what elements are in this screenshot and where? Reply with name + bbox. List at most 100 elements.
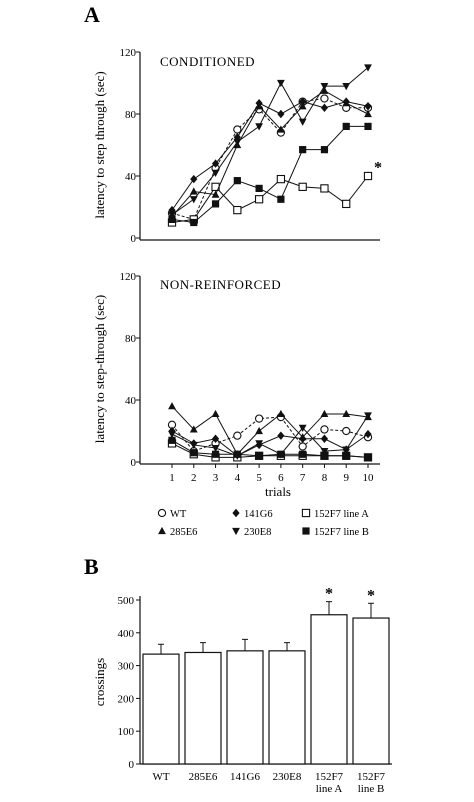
y-tick-label: 80 <box>125 333 137 345</box>
x-tick-label: line A <box>316 783 343 795</box>
data-point <box>277 431 285 440</box>
legend-marker <box>157 508 167 518</box>
data-point <box>276 409 285 418</box>
bar-152f7-line-b <box>352 617 390 765</box>
data-point <box>255 184 263 192</box>
chart-title: CONDITIONED <box>160 54 255 69</box>
y-tick-label: 0 <box>131 233 137 245</box>
y-tick-label: 40 <box>125 171 137 183</box>
legend-marker <box>158 526 166 535</box>
data-point <box>320 425 329 434</box>
data-point <box>298 182 307 191</box>
data-point <box>277 450 285 458</box>
series-line-141g6 <box>171 101 369 211</box>
conditioned-chart: 0 40 80 120 CONDITIONED latency to step throu… <box>92 47 382 245</box>
data-point <box>255 426 264 435</box>
series-line-230e8 <box>171 415 369 457</box>
bar-group-285e6: 285E6 <box>184 642 222 783</box>
y-tick-label: 0 <box>129 759 135 771</box>
y-tick-label: 400 <box>118 628 135 640</box>
data-point <box>299 146 307 154</box>
data-point <box>168 215 176 223</box>
data-point <box>168 431 176 439</box>
x-axis-label: trials <box>265 484 291 499</box>
series-line-230e8 <box>171 67 369 216</box>
data-point <box>298 102 307 110</box>
x-tick-label: line B <box>358 783 385 795</box>
x-tick-label: 3 <box>213 472 219 484</box>
data-point <box>211 200 220 208</box>
x-tick-label: 8 <box>322 472 328 484</box>
x-tick-label: 6 <box>278 472 284 484</box>
data-point <box>364 429 372 439</box>
legend-label: WT <box>170 509 187 520</box>
significance-asterisk: * <box>367 587 375 604</box>
y-axis-label: crossings <box>92 658 107 706</box>
bar-285e6 <box>184 651 222 765</box>
x-tick-label: 152F7 <box>357 771 386 783</box>
data-point <box>190 449 198 457</box>
series-152f7-line-b <box>168 122 372 227</box>
y-tick-label: 120 <box>120 271 137 283</box>
series-wt <box>167 94 373 224</box>
y-tick-label: 40 <box>125 395 137 407</box>
series-230e8 <box>168 64 372 219</box>
data-point <box>320 103 329 112</box>
x-tick-label: 1 <box>169 472 175 484</box>
legend-label: 141G6 <box>244 509 273 520</box>
data-point <box>320 434 329 443</box>
data-point <box>320 86 329 94</box>
series-line-wt <box>171 416 369 452</box>
y-tick-label: 500 <box>118 595 135 607</box>
bar-230e8 <box>268 650 306 765</box>
data-point <box>255 102 264 110</box>
legend-item-152f7-line-a: 152F7 line A <box>301 508 369 520</box>
panel-a-label: A <box>84 2 100 27</box>
data-point <box>233 431 242 440</box>
data-point <box>363 171 373 181</box>
data-point <box>342 426 351 436</box>
data-point <box>189 425 198 433</box>
legend-marker <box>301 508 311 518</box>
x-tick-label: 10 <box>363 472 375 484</box>
series-line-152f7-line-b <box>171 439 369 458</box>
bar-141g6 <box>226 650 264 765</box>
data-point <box>168 402 176 410</box>
x-tick-label: 230E8 <box>273 771 302 783</box>
data-point <box>320 448 329 456</box>
data-point <box>364 453 372 461</box>
data-point <box>298 442 307 451</box>
y-tick-label: 0 <box>131 457 137 469</box>
panel-b-label: B <box>84 554 99 579</box>
data-point <box>276 174 286 184</box>
data-point <box>342 452 350 460</box>
data-point <box>276 125 285 133</box>
y-tick-label: 80 <box>125 109 137 121</box>
data-point <box>255 440 264 448</box>
data-point <box>254 195 264 204</box>
y-axis-label: latency to step-through (sec) <box>92 295 107 443</box>
data-point <box>233 125 242 134</box>
series-line-285e6 <box>171 90 369 217</box>
series-line-141g6 <box>171 430 369 457</box>
data-point <box>211 159 220 168</box>
data-point <box>190 218 198 227</box>
y-tick-label: 300 <box>118 661 135 673</box>
series-141g6 <box>168 97 372 215</box>
data-point <box>168 436 176 444</box>
data-point <box>364 102 372 111</box>
series-line-wt <box>171 97 368 221</box>
data-point <box>342 446 351 454</box>
significance-asterisk: * <box>325 586 333 603</box>
data-point <box>320 94 329 103</box>
legend: WT 141G6 152F7 line A 285E6 230E8 152F7 line … <box>157 508 369 538</box>
data-point <box>320 83 329 91</box>
data-point <box>189 196 198 204</box>
data-point <box>233 138 242 146</box>
data-point <box>254 414 264 423</box>
series-285e6 <box>168 402 372 458</box>
data-point <box>298 424 307 432</box>
